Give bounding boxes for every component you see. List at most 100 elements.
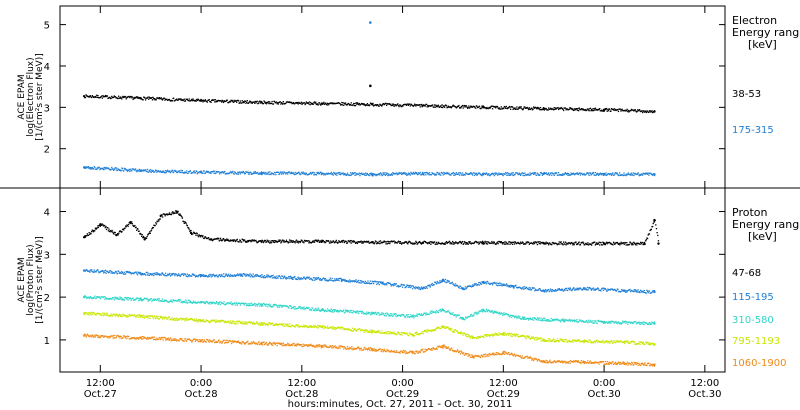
data-point — [514, 173, 516, 176]
data-point — [354, 280, 357, 282]
data-point — [403, 314, 405, 316]
data-point — [529, 174, 532, 176]
data-point — [168, 316, 170, 318]
data-point — [102, 168, 105, 171]
data-point — [89, 296, 91, 299]
data-point — [551, 290, 553, 293]
data-point — [513, 243, 516, 245]
data-point — [393, 284, 395, 287]
data-point — [449, 313, 452, 315]
data-point — [245, 323, 248, 325]
data-point — [407, 103, 409, 105]
data-point — [283, 275, 285, 277]
data-marks — [82, 21, 660, 367]
data-point — [645, 110, 647, 112]
data-point — [190, 229, 192, 232]
data-point — [166, 213, 168, 215]
data-point — [527, 107, 529, 110]
data-point — [386, 312, 388, 314]
data-point — [196, 319, 198, 322]
data-point — [225, 303, 228, 305]
data-point — [504, 107, 507, 109]
data-point — [197, 236, 200, 238]
data-point — [522, 108, 524, 111]
data-point — [121, 271, 124, 274]
data-point — [353, 172, 355, 174]
data-point — [443, 173, 446, 175]
data-point — [402, 173, 404, 175]
data-point — [493, 241, 496, 244]
data-point — [394, 284, 396, 286]
data-point — [382, 103, 385, 105]
data-point — [453, 172, 456, 175]
data-point — [502, 313, 505, 315]
data-point — [260, 324, 263, 326]
data-point — [521, 107, 523, 110]
data-point — [631, 242, 634, 244]
data-point — [320, 310, 322, 312]
data-point — [606, 290, 608, 292]
data-point — [420, 243, 423, 245]
data-point — [564, 172, 567, 174]
data-point — [152, 169, 154, 172]
series-38-53 — [82, 84, 656, 114]
data-point — [631, 244, 633, 246]
data-point — [641, 291, 643, 293]
data-point — [260, 305, 263, 307]
data-point — [89, 166, 91, 169]
data-point — [614, 288, 616, 291]
data-point — [344, 309, 347, 311]
data-point — [137, 228, 139, 230]
data-point — [130, 222, 132, 225]
data-point — [121, 231, 123, 233]
data-point — [457, 105, 459, 107]
data-point — [485, 308, 488, 310]
data-point — [254, 172, 256, 174]
data-point — [132, 297, 134, 299]
data-point — [440, 310, 442, 313]
data-point — [183, 172, 185, 174]
data-point — [602, 287, 604, 289]
data-point — [84, 313, 86, 316]
data-point — [605, 242, 607, 244]
data-point — [138, 316, 140, 318]
data-point — [418, 313, 421, 315]
data-point — [248, 274, 250, 276]
data-point — [415, 105, 417, 107]
data-point — [82, 166, 86, 169]
data-point — [551, 243, 553, 246]
data-point — [313, 174, 315, 176]
data-point — [133, 315, 136, 317]
data-point — [586, 109, 588, 112]
data-point — [519, 174, 522, 177]
data-point — [231, 275, 233, 277]
data-point — [483, 243, 486, 245]
data-point — [151, 99, 154, 101]
data-point — [536, 108, 538, 110]
data-point — [218, 321, 220, 323]
data-point — [382, 281, 384, 283]
data-point — [267, 172, 269, 174]
data-point — [212, 239, 214, 241]
data-point — [391, 103, 393, 105]
data-point — [556, 318, 559, 320]
data-point — [244, 239, 246, 241]
data-point — [634, 244, 637, 246]
data-point — [238, 241, 240, 243]
data-point — [158, 274, 160, 276]
data-point — [551, 320, 553, 322]
data-point — [409, 316, 411, 318]
data-point — [268, 173, 270, 176]
data-point — [263, 171, 265, 174]
data-point — [266, 323, 268, 325]
data-point — [561, 107, 564, 110]
data-point — [231, 171, 233, 173]
data-point — [159, 171, 161, 173]
data-point — [505, 172, 507, 174]
data-point — [258, 302, 260, 304]
data-point — [566, 108, 568, 110]
data-point — [407, 286, 409, 288]
data-point — [161, 170, 164, 172]
data-point — [334, 278, 336, 280]
data-point — [203, 170, 205, 172]
